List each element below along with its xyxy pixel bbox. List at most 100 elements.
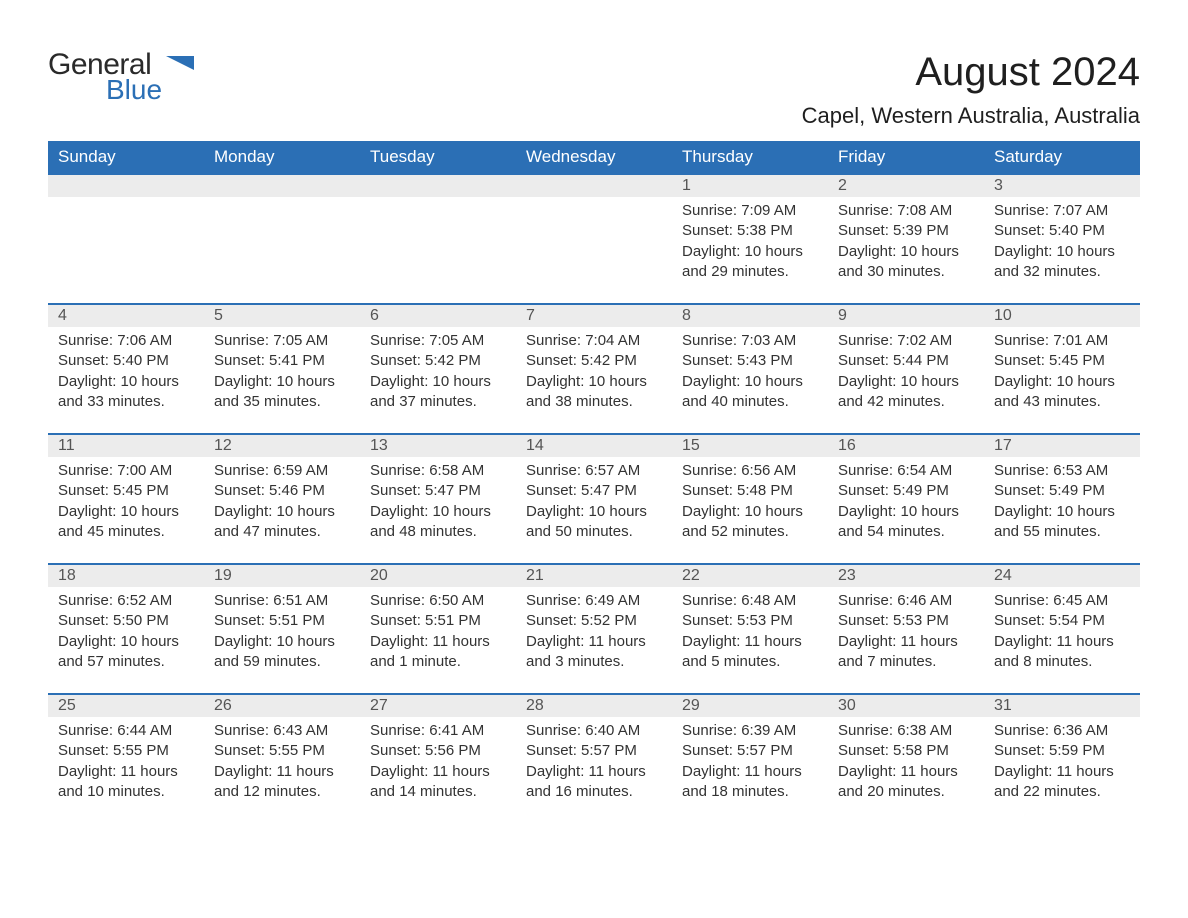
day-details: Sunrise: 6:40 AMSunset: 5:57 PMDaylight:… (516, 717, 672, 810)
day-number: 11 (48, 435, 204, 457)
calendar-day: 23Sunrise: 6:46 AMSunset: 5:53 PMDayligh… (828, 563, 984, 693)
sunset-line: Sunset: 5:44 PM (838, 351, 974, 371)
sunset-line: Sunset: 5:39 PM (838, 221, 974, 241)
daylight-line: Daylight: 10 hours and 33 minutes. (58, 372, 194, 413)
sunset-line: Sunset: 5:40 PM (994, 221, 1130, 241)
column-header: Thursday (672, 141, 828, 173)
sunset-line: Sunset: 5:45 PM (58, 481, 194, 501)
daylight-line: Daylight: 10 hours and 32 minutes. (994, 242, 1130, 283)
day-details: Sunrise: 7:02 AMSunset: 5:44 PMDaylight:… (828, 327, 984, 420)
day-details: Sunrise: 7:01 AMSunset: 5:45 PMDaylight:… (984, 327, 1140, 420)
day-number: 4 (48, 305, 204, 327)
sunset-line: Sunset: 5:47 PM (370, 481, 506, 501)
day-details: Sunrise: 7:03 AMSunset: 5:43 PMDaylight:… (672, 327, 828, 420)
day-details: Sunrise: 6:56 AMSunset: 5:48 PMDaylight:… (672, 457, 828, 550)
calendar-day: 19Sunrise: 6:51 AMSunset: 5:51 PMDayligh… (204, 563, 360, 693)
sunrise-line: Sunrise: 6:52 AM (58, 591, 194, 611)
sunset-line: Sunset: 5:53 PM (682, 611, 818, 631)
calendar-day: 30Sunrise: 6:38 AMSunset: 5:58 PMDayligh… (828, 693, 984, 823)
sunrise-line: Sunrise: 6:51 AM (214, 591, 350, 611)
day-details: Sunrise: 6:59 AMSunset: 5:46 PMDaylight:… (204, 457, 360, 550)
daylight-line: Daylight: 10 hours and 59 minutes. (214, 632, 350, 673)
sunset-line: Sunset: 5:51 PM (214, 611, 350, 631)
sunset-line: Sunset: 5:48 PM (682, 481, 818, 501)
logo-line2: Blue (106, 76, 162, 104)
day-details: Sunrise: 7:08 AMSunset: 5:39 PMDaylight:… (828, 197, 984, 290)
calendar-week: 18Sunrise: 6:52 AMSunset: 5:50 PMDayligh… (48, 563, 1140, 693)
sunset-line: Sunset: 5:51 PM (370, 611, 506, 631)
column-header: Friday (828, 141, 984, 173)
sunset-line: Sunset: 5:57 PM (682, 741, 818, 761)
location: Capel, Western Australia, Australia (802, 103, 1140, 129)
day-number: 28 (516, 695, 672, 717)
calendar-day: 11Sunrise: 7:00 AMSunset: 5:45 PMDayligh… (48, 433, 204, 563)
sunrise-line: Sunrise: 6:43 AM (214, 721, 350, 741)
header: General Blue August 2024 Capel, Western … (48, 50, 1140, 129)
day-number: 6 (360, 305, 516, 327)
column-header: Tuesday (360, 141, 516, 173)
day-number: 23 (828, 565, 984, 587)
day-number: 14 (516, 435, 672, 457)
day-number: 13 (360, 435, 516, 457)
calendar-day: 24Sunrise: 6:45 AMSunset: 5:54 PMDayligh… (984, 563, 1140, 693)
sunset-line: Sunset: 5:46 PM (214, 481, 350, 501)
calendar-day: 1Sunrise: 7:09 AMSunset: 5:38 PMDaylight… (672, 173, 828, 303)
sunset-line: Sunset: 5:42 PM (370, 351, 506, 371)
sunrise-line: Sunrise: 6:58 AM (370, 461, 506, 481)
calendar-week: 1Sunrise: 7:09 AMSunset: 5:38 PMDaylight… (48, 173, 1140, 303)
daylight-line: Daylight: 11 hours and 5 minutes. (682, 632, 818, 673)
daylight-line: Daylight: 10 hours and 52 minutes. (682, 502, 818, 543)
day-details: Sunrise: 7:05 AMSunset: 5:41 PMDaylight:… (204, 327, 360, 420)
sunrise-line: Sunrise: 6:59 AM (214, 461, 350, 481)
daylight-line: Daylight: 11 hours and 18 minutes. (682, 762, 818, 803)
sunset-line: Sunset: 5:50 PM (58, 611, 194, 631)
day-number: 3 (984, 175, 1140, 197)
daylight-line: Daylight: 11 hours and 7 minutes. (838, 632, 974, 673)
day-details: Sunrise: 6:44 AMSunset: 5:55 PMDaylight:… (48, 717, 204, 810)
sunset-line: Sunset: 5:41 PM (214, 351, 350, 371)
daylight-line: Daylight: 11 hours and 3 minutes. (526, 632, 662, 673)
sunset-line: Sunset: 5:57 PM (526, 741, 662, 761)
sunset-line: Sunset: 5:55 PM (214, 741, 350, 761)
day-details: Sunrise: 6:38 AMSunset: 5:58 PMDaylight:… (828, 717, 984, 810)
day-number: 12 (204, 435, 360, 457)
day-details: Sunrise: 6:43 AMSunset: 5:55 PMDaylight:… (204, 717, 360, 810)
daylight-line: Daylight: 11 hours and 8 minutes. (994, 632, 1130, 673)
calendar-day: 8Sunrise: 7:03 AMSunset: 5:43 PMDaylight… (672, 303, 828, 433)
daylight-line: Daylight: 11 hours and 22 minutes. (994, 762, 1130, 803)
calendar-day: 21Sunrise: 6:49 AMSunset: 5:52 PMDayligh… (516, 563, 672, 693)
sunset-line: Sunset: 5:53 PM (838, 611, 974, 631)
sunrise-line: Sunrise: 7:05 AM (370, 331, 506, 351)
column-header: Monday (204, 141, 360, 173)
sunrise-line: Sunrise: 7:08 AM (838, 201, 974, 221)
daylight-line: Daylight: 10 hours and 38 minutes. (526, 372, 662, 413)
sunrise-line: Sunrise: 7:01 AM (994, 331, 1130, 351)
day-number: 21 (516, 565, 672, 587)
calendar-day: 2Sunrise: 7:08 AMSunset: 5:39 PMDaylight… (828, 173, 984, 303)
daylight-line: Daylight: 10 hours and 50 minutes. (526, 502, 662, 543)
day-number: 1 (672, 175, 828, 197)
day-details: Sunrise: 6:58 AMSunset: 5:47 PMDaylight:… (360, 457, 516, 550)
day-details: Sunrise: 7:04 AMSunset: 5:42 PMDaylight:… (516, 327, 672, 420)
sunrise-line: Sunrise: 6:57 AM (526, 461, 662, 481)
daylight-line: Daylight: 11 hours and 12 minutes. (214, 762, 350, 803)
sunrise-line: Sunrise: 7:03 AM (682, 331, 818, 351)
day-number: 18 (48, 565, 204, 587)
calendar-day: 20Sunrise: 6:50 AMSunset: 5:51 PMDayligh… (360, 563, 516, 693)
calendar-day: 28Sunrise: 6:40 AMSunset: 5:57 PMDayligh… (516, 693, 672, 823)
day-details: Sunrise: 6:46 AMSunset: 5:53 PMDaylight:… (828, 587, 984, 680)
day-details: Sunrise: 6:51 AMSunset: 5:51 PMDaylight:… (204, 587, 360, 680)
calendar-day: 16Sunrise: 6:54 AMSunset: 5:49 PMDayligh… (828, 433, 984, 563)
sunrise-line: Sunrise: 6:48 AM (682, 591, 818, 611)
title-block: August 2024 Capel, Western Australia, Au… (802, 50, 1140, 129)
sunset-line: Sunset: 5:40 PM (58, 351, 194, 371)
day-number: 9 (828, 305, 984, 327)
day-number: 27 (360, 695, 516, 717)
day-number: 15 (672, 435, 828, 457)
daylight-line: Daylight: 11 hours and 14 minutes. (370, 762, 506, 803)
daylight-line: Daylight: 10 hours and 57 minutes. (58, 632, 194, 673)
day-number: 24 (984, 565, 1140, 587)
sunrise-line: Sunrise: 6:41 AM (370, 721, 506, 741)
calendar-day: 17Sunrise: 6:53 AMSunset: 5:49 PMDayligh… (984, 433, 1140, 563)
calendar-week: 11Sunrise: 7:00 AMSunset: 5:45 PMDayligh… (48, 433, 1140, 563)
